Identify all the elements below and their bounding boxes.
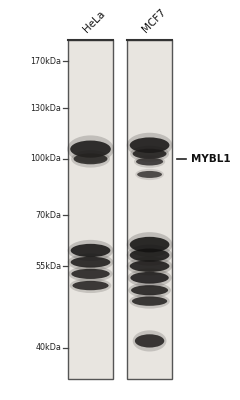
Ellipse shape	[70, 140, 111, 158]
Ellipse shape	[133, 330, 167, 352]
Ellipse shape	[70, 278, 111, 293]
Bar	[68, 40, 113, 379]
Ellipse shape	[135, 334, 164, 348]
Text: 55kDa: 55kDa	[35, 262, 61, 270]
Ellipse shape	[130, 272, 169, 284]
Ellipse shape	[68, 240, 113, 261]
Ellipse shape	[133, 149, 167, 159]
Ellipse shape	[127, 133, 172, 158]
Text: MYBL1: MYBL1	[191, 154, 230, 164]
Ellipse shape	[130, 138, 169, 153]
Ellipse shape	[130, 146, 169, 162]
Ellipse shape	[68, 254, 113, 271]
Ellipse shape	[71, 150, 110, 168]
Ellipse shape	[134, 155, 165, 168]
Ellipse shape	[127, 244, 172, 266]
Ellipse shape	[136, 158, 163, 166]
Ellipse shape	[130, 237, 169, 252]
Ellipse shape	[71, 244, 110, 257]
Ellipse shape	[127, 232, 172, 257]
Text: 100kDa: 100kDa	[30, 154, 61, 163]
Ellipse shape	[72, 281, 108, 290]
Text: 40kDa: 40kDa	[35, 344, 61, 352]
Text: 170kDa: 170kDa	[30, 57, 61, 66]
Ellipse shape	[68, 266, 113, 282]
Ellipse shape	[131, 285, 168, 295]
Ellipse shape	[71, 269, 110, 279]
Ellipse shape	[130, 260, 169, 272]
Text: 70kDa: 70kDa	[35, 211, 61, 220]
Text: HeLa: HeLa	[81, 8, 107, 34]
Ellipse shape	[71, 257, 110, 268]
Ellipse shape	[129, 294, 170, 309]
Ellipse shape	[127, 268, 172, 287]
Ellipse shape	[127, 257, 172, 276]
Ellipse shape	[137, 171, 162, 178]
Text: 130kDa: 130kDa	[30, 104, 61, 113]
Ellipse shape	[128, 282, 171, 298]
Bar	[127, 40, 172, 379]
Ellipse shape	[135, 169, 164, 180]
Text: MCF7: MCF7	[140, 7, 168, 34]
Ellipse shape	[130, 248, 169, 262]
Ellipse shape	[67, 135, 114, 163]
Ellipse shape	[132, 296, 167, 306]
Ellipse shape	[74, 154, 108, 164]
